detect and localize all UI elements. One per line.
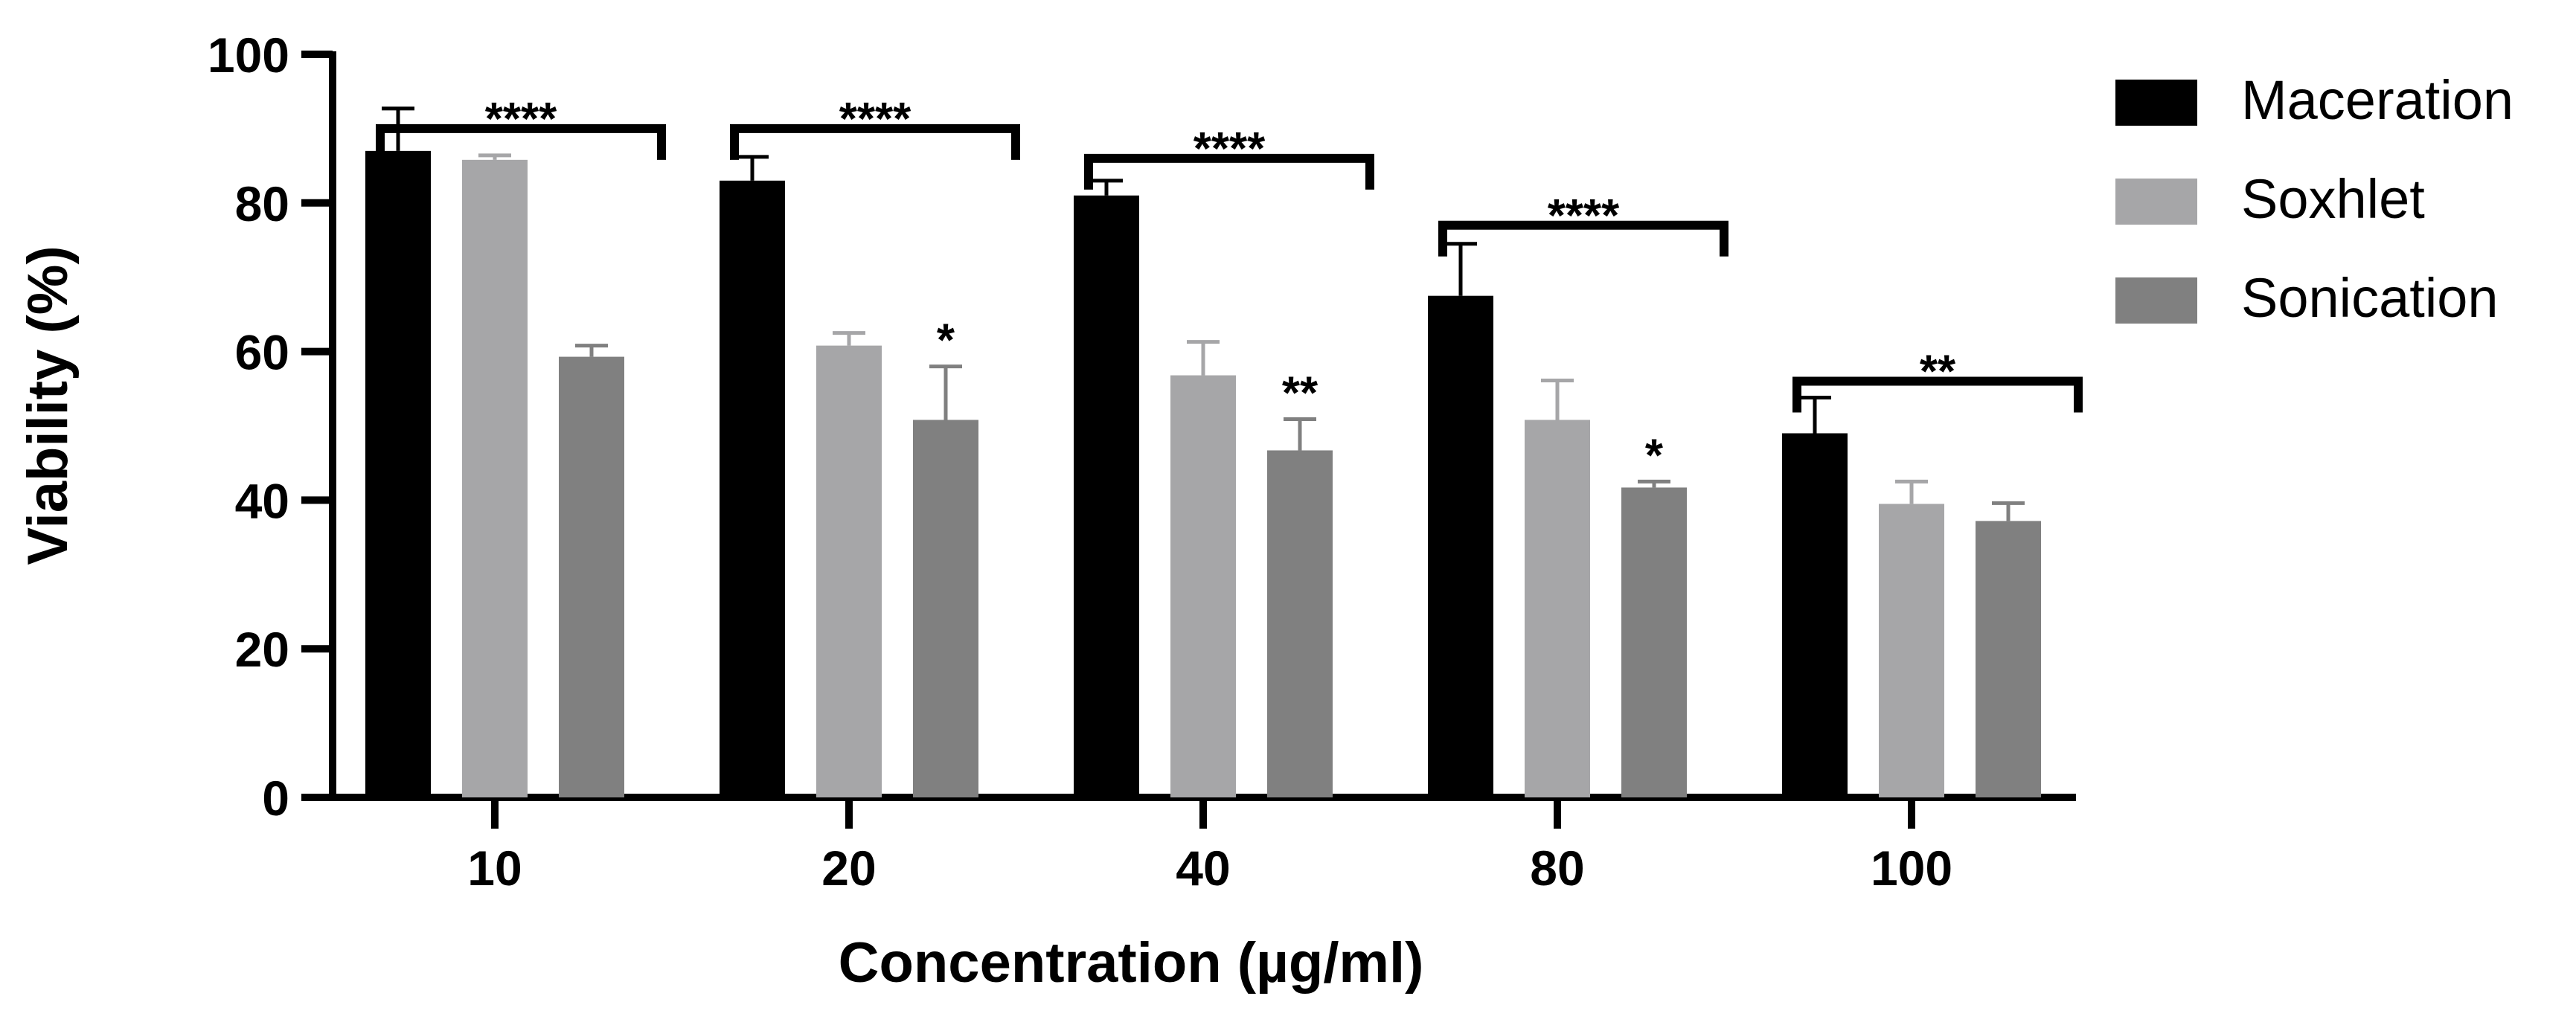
bars: [365, 106, 2041, 797]
x-tick-label: 20: [821, 841, 876, 896]
x-tick-label: 40: [1176, 841, 1230, 896]
significance-bracket: [1792, 376, 2083, 413]
bar-sonication: [1267, 450, 1333, 797]
y-tick-label: 0: [262, 771, 289, 826]
bar-maceration: [1782, 433, 1848, 797]
bar-soxhlet: [1525, 420, 1590, 797]
y-tick-label: 40: [235, 473, 289, 528]
bar-soxhlet: [1170, 375, 1236, 797]
x-tick-label: 100: [1871, 841, 1952, 896]
y-tick-label: 60: [235, 325, 289, 380]
bar-sonication: [913, 420, 978, 797]
significance-star: *: [937, 315, 955, 367]
bar-sonication: [1621, 487, 1687, 797]
x-tick-label: 10: [467, 841, 522, 896]
bar-maceration: [720, 180, 785, 797]
bar-maceration: [1428, 295, 1493, 797]
legend: Maceration Soxhlet Sonication: [2115, 69, 2513, 329]
y-axis-label: Viability (%): [16, 245, 80, 565]
significance-bracket: [730, 123, 1020, 160]
bar-soxhlet: [1879, 504, 1944, 797]
significance-star: *: [1645, 430, 1664, 481]
legend-swatch-maceration: [2115, 80, 2197, 126]
bar-soxhlet: [816, 345, 882, 797]
significance-label: ****: [485, 94, 557, 145]
bar-sonication: [1976, 521, 2041, 797]
significance-annotations: **** ******************: [376, 94, 2083, 481]
x-axis: 10 20 40 80 100: [329, 794, 2076, 896]
legend-label-maceration: Maceration: [2241, 69, 2513, 131]
significance-bracket: [376, 123, 666, 160]
bar-sonication: [559, 356, 624, 797]
legend-swatch-sonication: [2115, 277, 2197, 324]
significance-label: ****: [1548, 190, 1620, 242]
significance-bracket: [1084, 153, 1374, 190]
significance-label: ****: [1194, 123, 1266, 175]
bar-maceration: [1074, 195, 1139, 797]
significance-label: ****: [839, 94, 911, 145]
y-tick-label: 20: [235, 622, 289, 677]
significance-label: **: [1920, 347, 1956, 398]
x-tick-label: 80: [1530, 841, 1584, 896]
y-tick-label: 80: [235, 176, 289, 231]
x-axis-label: Concentration (µg/ml): [839, 931, 1424, 995]
significance-bracket: [1438, 220, 1728, 257]
legend-label-sonication: Sonication: [2241, 267, 2499, 329]
legend-swatch-soxhlet: [2115, 179, 2197, 225]
legend-label-soxhlet: Soxhlet: [2241, 168, 2425, 230]
significance-star: **: [1282, 368, 1319, 420]
bar-maceration: [365, 150, 431, 797]
y-tick-label: 100: [208, 28, 289, 83]
bar-soxhlet: [462, 159, 528, 797]
y-axis: 0 20 40 60 80 100: [208, 28, 336, 826]
